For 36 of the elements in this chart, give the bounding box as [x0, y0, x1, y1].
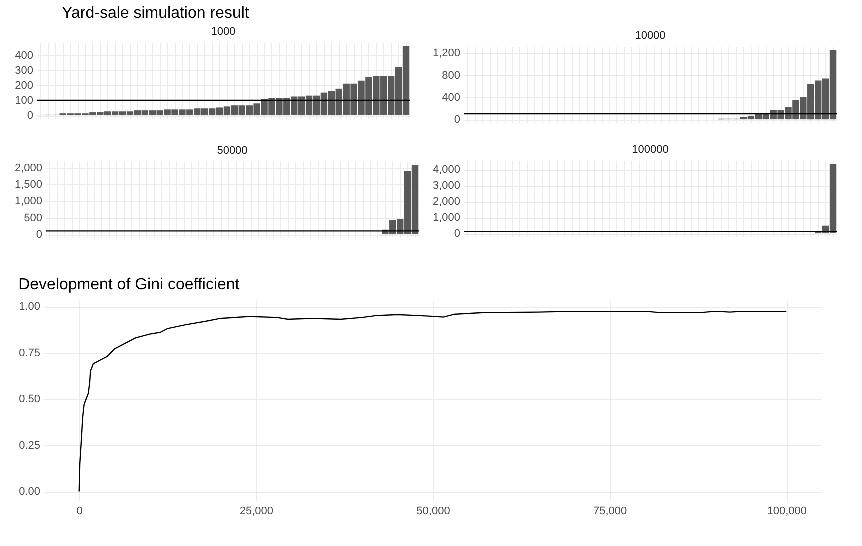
- y-tick-label: 800: [442, 70, 460, 82]
- chart-subtitle: 100000: [632, 144, 669, 156]
- y-tick-label: 0.00: [19, 486, 40, 498]
- x-tick-label: 25,000: [240, 506, 274, 518]
- chart-subtitle: 10000: [635, 30, 666, 42]
- line-series: [78, 310, 788, 492]
- y-tick-label: 1,000: [14, 196, 42, 208]
- y-tick-label: 200: [15, 80, 34, 92]
- chart-subtitle: 1000: [211, 26, 236, 38]
- x-tick-label: 100,000: [767, 506, 808, 518]
- y-tick-label: 1,200: [432, 48, 460, 60]
- y-tick-label: 0: [454, 228, 460, 240]
- y-tick-label: 100: [15, 94, 34, 107]
- y-tick-label: 4,000: [432, 164, 460, 176]
- chart-title: Yard-sale simulation result: [61, 4, 250, 24]
- chart-title: Development of Gini coefficient: [18, 276, 240, 294]
- y-tick-label: 1,500: [14, 178, 42, 191]
- y-tick-label: 1,000: [432, 212, 460, 224]
- y-tick-label: 0.75: [19, 347, 40, 360]
- y-tick-label: 400: [15, 50, 34, 62]
- x-tick-label: 0: [76, 506, 83, 518]
- y-tick-label: 0: [454, 114, 460, 126]
- y-tick-label: 0.25: [19, 440, 40, 452]
- y-tick-label: 3,000: [432, 180, 460, 192]
- y-tick-label: 2,000: [14, 162, 42, 174]
- y-tick-label: 300: [15, 64, 34, 77]
- y-tick-label: 400: [442, 92, 460, 104]
- y-tick-label: 0.50: [19, 394, 40, 406]
- y-tick-label: 0: [36, 229, 42, 242]
- y-tick-label: 2,000: [432, 196, 460, 208]
- y-tick-label: 0: [27, 110, 34, 122]
- x-tick-label: 75,000: [593, 506, 628, 518]
- y-tick-label: 1.00: [19, 301, 40, 314]
- y-tick-label: 500: [24, 212, 42, 224]
- x-tick-label: 50,000: [416, 506, 450, 518]
- chart-subtitle: 50000: [217, 144, 248, 157]
